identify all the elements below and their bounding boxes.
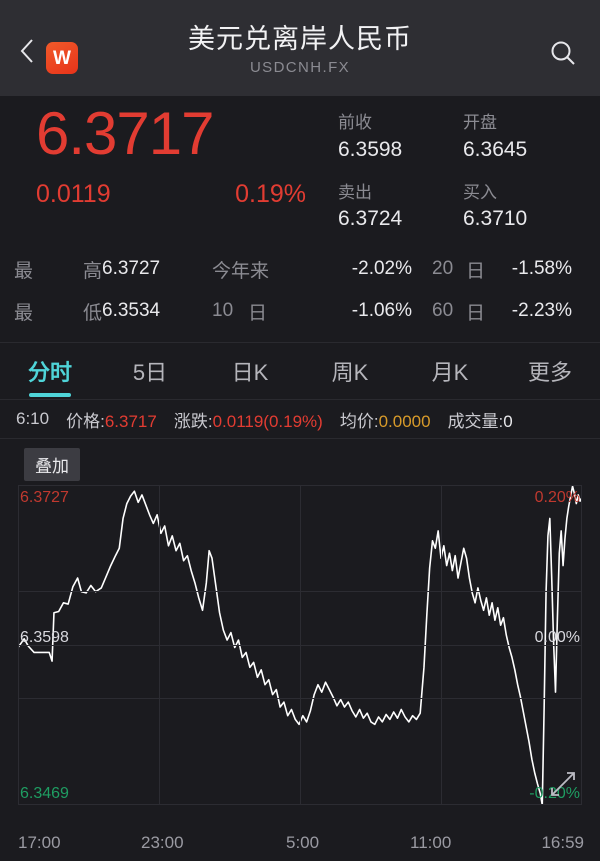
stat-label-low: 最低 [14,302,102,324]
y-axis-label-high: 6.3727 [20,489,69,506]
stat-label-20d-num: 20 [432,258,454,279]
stat-value-10d: -1.06% [351,300,412,321]
stat-label-60d-unit: 日 [466,302,486,324]
quote-field-value: 6.3710 [463,207,528,231]
quote-fields: 前收 6.3598 开盘 6.3645 卖出 6.3724 买入 6.3710 [338,110,588,234]
stat-label-10d-unit: 日 [248,302,268,324]
search-button[interactable] [548,38,578,68]
tab-weekly-k[interactable]: 周K [300,343,400,399]
quote-field-value: 6.3724 [338,207,403,231]
app-header: W 美元兑离岸人民币 USDCNH.FX [0,0,600,96]
page-subtitle: USDCNH.FX [249,58,351,76]
info-avg-label: 均价: [339,411,379,431]
logo-text: W [53,47,71,69]
x-axis-tick: 5:00 [286,833,320,852]
stat-value-ytd: -2.02% [351,258,412,279]
info-price: 价格:6.3717 [66,407,157,432]
tab-label: 周K [331,360,369,385]
stat-value-20d: -1.58% [511,258,572,279]
search-icon [551,41,575,65]
quote-field-label: 买入 [463,182,497,202]
tab-label: 日K [231,360,269,385]
tab-5day[interactable]: 5日 [100,343,200,399]
stat-value-low: 6.3534 [102,300,161,321]
quote-field: 卖出 6.3724 [338,180,463,234]
tab-intraday[interactable]: 分时 [0,343,100,399]
gridline-v [18,485,19,805]
change-row: 0.0119 0.19% [36,180,306,209]
stat-label-60d-num: 60 [432,300,454,321]
quote-field: 买入 6.3710 [463,180,588,234]
quote-summary: 6.3717 0.0119 0.19% 前收 6.3598 开盘 6.3645 … [0,96,600,242]
intraday-chart: 叠加 6.3727 6.3598 6.3469 0.20% 0.00% -0.2… [0,439,600,849]
y-axis-pct-mid: 0.00% [534,629,580,646]
tab-label: 月K [431,360,469,385]
price-line [17,485,583,806]
info-price-value: 6.3717 [104,411,157,431]
gridline-v [300,485,301,805]
quote-field-value: 6.3645 [463,137,528,161]
info-change-value: 0.0119(0.19%) [212,411,323,431]
fullscreen-expand-icon [551,772,575,796]
tab-label: 更多 [527,360,572,385]
fullscreen-button[interactable] [548,769,578,799]
info-change-label: 涨跌: [173,411,213,431]
tabs-divider [0,399,600,400]
y-axis-label-low: 6.3469 [20,785,69,802]
info-change: 涨跌:0.0119(0.19%) [174,407,323,432]
stat-value-60d: -2.23% [511,300,572,321]
tab-label: 分时 [27,360,72,385]
stat-label-10d-num: 10 [212,300,234,321]
stat-value-high: 6.3727 [102,258,161,279]
header-titles: 美元兑离岸人民币 USDCNH.FX [0,20,600,75]
overlay-button[interactable]: 叠加 [24,448,80,481]
tab-daily-k[interactable]: 日K [200,343,300,399]
quote-field-label: 前收 [338,113,372,132]
stats-row: 最低 6.3534 10 日 -1.06% 60 日 -2.23% [0,290,600,332]
stats-table: 最高 6.3727 今年来 -2.02% 20 日 -1.58% 最低 6.35… [0,242,600,343]
stat-label-20d-unit: 日 [466,260,486,282]
tab-label: 5日 [132,360,168,385]
x-axis-tick: 11:00 [410,833,452,852]
stat-label-ytd: 今年来 [212,260,270,282]
info-time: 6:10 [16,409,50,428]
info-avg-value: 0.0000 [378,411,431,431]
info-volume-label: 成交量: [447,411,504,431]
gridline-v [581,485,582,805]
x-axis-tick: 17:00 [18,833,61,852]
last-price: 6.3717 [36,100,215,167]
y-axis-label-mid: 6.3598 [20,629,69,646]
y-axis-pct-high: 0.20% [534,489,580,506]
change-percent: 0.19% [235,180,306,208]
stats-row: 最高 6.3727 今年来 -2.02% 20 日 -1.58% [0,248,600,290]
x-axis-tick: 16:59 [541,833,584,852]
chart-plot-area[interactable]: 6.3727 6.3598 6.3469 0.20% 0.00% -0.20% [17,485,583,806]
page-title: 美元兑离岸人民币 [188,24,412,55]
quote-field: 前收 6.3598 [338,110,463,164]
quote-field-value: 6.3598 [338,137,403,161]
quote-field-label: 卖出 [338,182,372,202]
quote-field-label: 开盘 [463,113,497,132]
gridline-v [159,485,160,805]
chart-top-divider [0,438,600,439]
info-volume-value: 0 [503,411,513,431]
tab-monthly-k[interactable]: 月K [400,343,500,399]
change-absolute: 0.0119 [36,180,111,208]
app-logo[interactable]: W [46,42,78,74]
chevron-left-icon [20,39,33,63]
info-price-label: 价格: [66,411,105,431]
chart-period-tabs: 分时 5日 日K 周K 月K 更多 [0,343,600,399]
x-axis: 17:00 23:00 5:00 11:00 16:59 [0,825,600,861]
tab-more[interactable]: 更多 [500,343,600,399]
back-button[interactable] [14,36,40,66]
crosshair-info-bar: 6:10 价格:6.3717 涨跌:0.0119(0.19%) 均价:0.000… [0,400,600,438]
quote-field: 开盘 6.3645 [463,110,588,164]
stat-label-high: 最高 [14,260,102,282]
info-volume: 成交量:0 [448,407,513,432]
section-divider [0,342,600,343]
info-avg: 均价:0.0000 [340,407,431,432]
x-axis-tick: 23:00 [141,833,184,852]
gridline-v [441,485,442,805]
